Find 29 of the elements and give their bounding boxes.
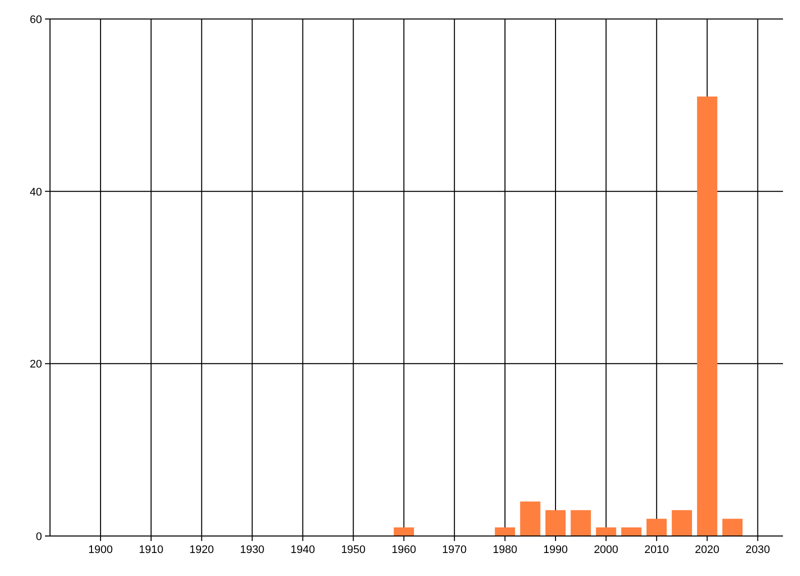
bar xyxy=(596,527,616,536)
x-tick-label: 2010 xyxy=(644,544,669,556)
y-tick-label: 20 xyxy=(30,358,42,371)
x-tick-label: 1910 xyxy=(138,544,164,556)
x-tick-label: 1940 xyxy=(290,544,315,556)
x-tick-label: 1960 xyxy=(392,544,416,556)
x-tick-label: 1950 xyxy=(341,544,366,556)
bar xyxy=(672,510,692,536)
x-tick-label: 1920 xyxy=(189,544,214,556)
bar xyxy=(394,527,414,536)
x-tick-label: 1970 xyxy=(442,544,467,556)
x-tick-label: 1930 xyxy=(240,544,264,556)
x-tick-label: 1900 xyxy=(88,544,113,556)
x-tick-label: 1990 xyxy=(543,544,568,556)
bar xyxy=(545,510,566,536)
y-tick-label: 0 xyxy=(36,531,42,543)
bar xyxy=(621,527,642,536)
x-tick-label: 1980 xyxy=(492,544,518,556)
bar xyxy=(494,527,516,536)
bar xyxy=(722,518,743,536)
bar xyxy=(646,518,667,536)
bar xyxy=(520,502,540,536)
bar xyxy=(570,510,591,536)
y-tick-label: 60 xyxy=(30,14,42,26)
x-tick-label: 2030 xyxy=(745,544,770,556)
y-tick-label: 40 xyxy=(30,186,42,198)
x-tick-label: 2000 xyxy=(594,544,618,556)
x-tick-label: 2020 xyxy=(694,544,720,556)
bar xyxy=(697,96,718,536)
